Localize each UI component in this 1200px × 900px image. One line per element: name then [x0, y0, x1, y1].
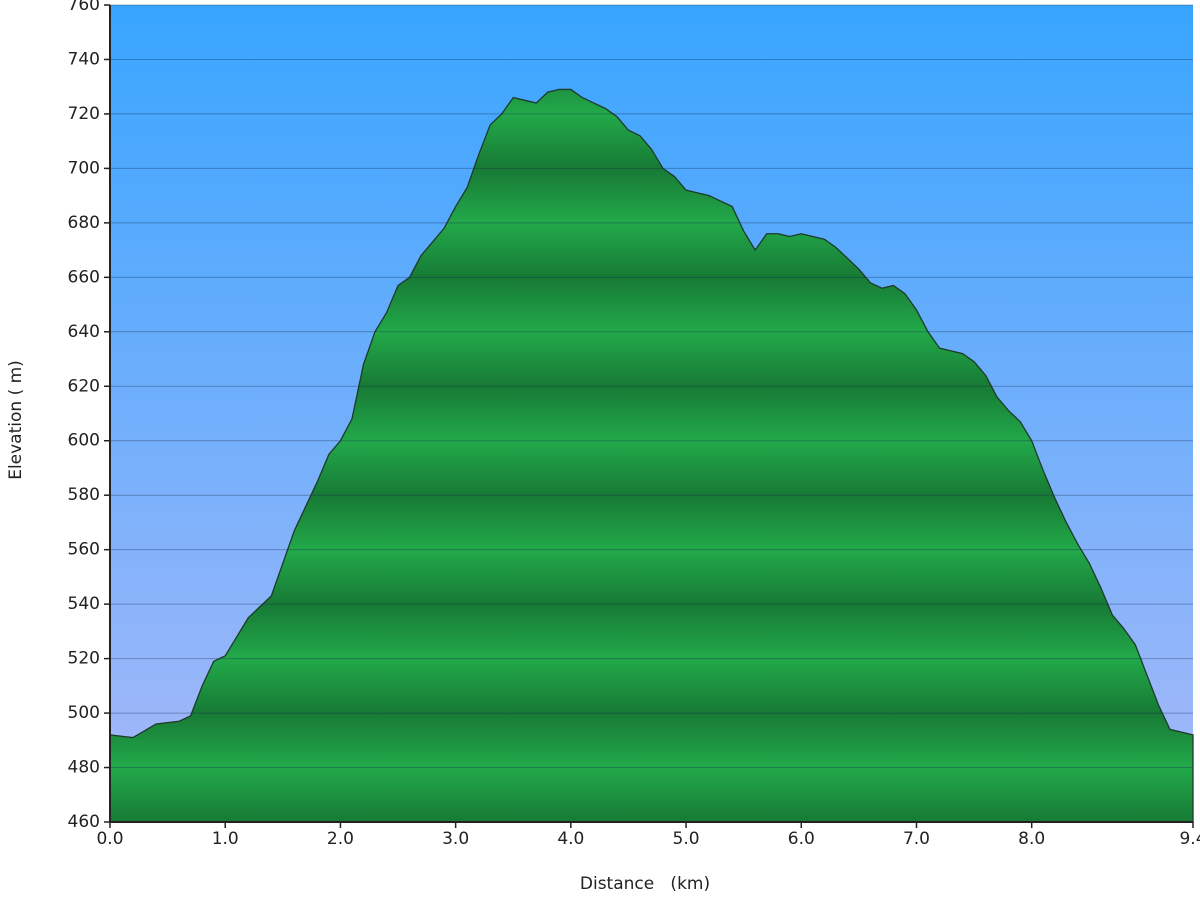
- x-tick-label: 2.0: [327, 829, 354, 849]
- x-tick-label: 4.0: [557, 829, 584, 849]
- x-tick-label: 1.0: [212, 829, 239, 849]
- y-tick-label: 540: [68, 594, 100, 614]
- x-tick-label: 5.0: [673, 829, 700, 849]
- y-axis-label: Elevation ( m): [6, 360, 26, 480]
- y-tick-label: 560: [68, 540, 100, 560]
- y-tick-label: 760: [68, 0, 100, 15]
- y-tick-label: 620: [68, 376, 100, 396]
- x-tick-label: 9.4: [1179, 829, 1200, 849]
- y-tick-label: 700: [68, 158, 100, 178]
- y-tick-label: 520: [68, 649, 100, 669]
- y-tick-label: 720: [68, 104, 100, 124]
- y-tick-label: 500: [68, 703, 100, 723]
- x-tick-label: 8.0: [1018, 829, 1045, 849]
- x-tick-label: 0.0: [96, 829, 123, 849]
- y-tick-label: 600: [68, 431, 100, 451]
- x-tick-label: 3.0: [442, 829, 469, 849]
- y-tick-label: 580: [68, 485, 100, 505]
- y-tick-label: 480: [68, 758, 100, 778]
- y-tick-label: 740: [68, 49, 100, 69]
- y-tick-label: 640: [68, 322, 100, 342]
- x-tick-label: 7.0: [903, 829, 930, 849]
- y-tick-label: 460: [68, 812, 100, 832]
- y-tick-label: 660: [68, 267, 100, 287]
- x-axis-label: Distance (km): [580, 874, 710, 894]
- x-tick-label: 6.0: [788, 829, 815, 849]
- elevation-area: [109, 88, 1194, 823]
- y-tick-label: 680: [68, 213, 100, 233]
